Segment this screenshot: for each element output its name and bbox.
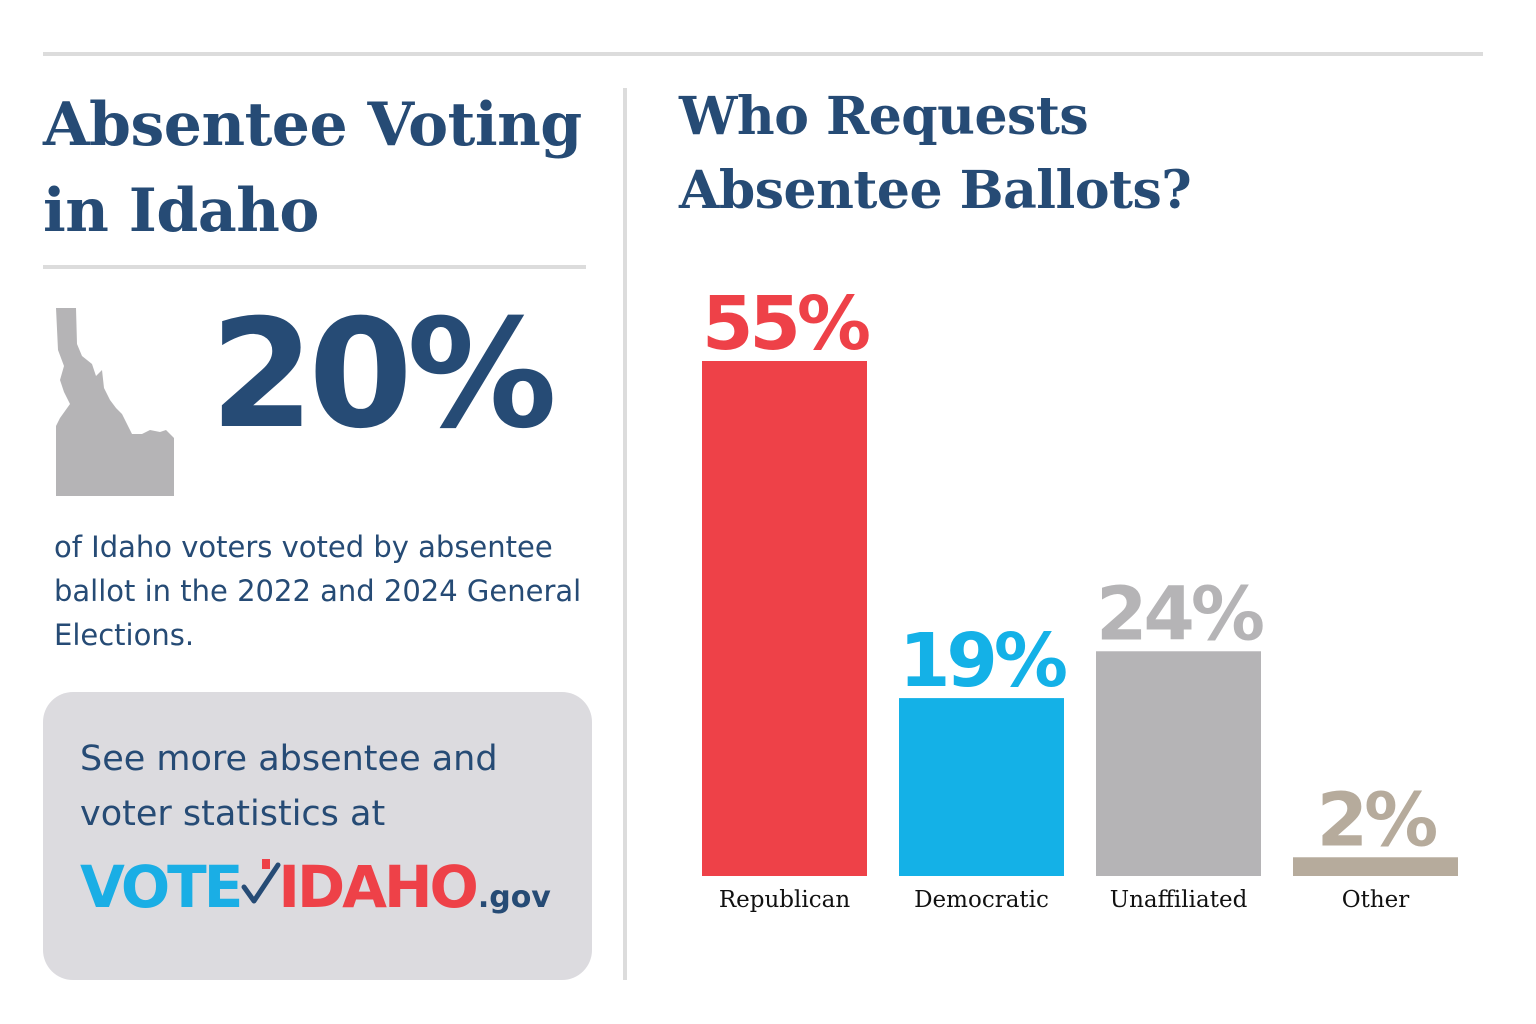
logo-vote-text: VOTE: [80, 853, 243, 921]
bar-unaffiliated: [1096, 651, 1261, 876]
page-title: Absentee Voting in Idaho: [43, 82, 603, 254]
value-label-democratic: 19%: [899, 618, 1066, 704]
chart-title-line-2: Absentee Ballots?: [679, 160, 1192, 221]
bar-other: [1293, 857, 1458, 876]
category-label-republican: Republican: [719, 887, 850, 913]
value-label-unaffiliated: 24%: [1096, 571, 1263, 657]
bar-republican: [702, 361, 867, 876]
title-line-1: Absentee Voting: [43, 90, 582, 160]
idaho-map-icon: [56, 308, 174, 496]
category-label-democratic: Democratic: [914, 887, 1049, 913]
value-label-republican: 55%: [702, 281, 869, 367]
title-line-2: in Idaho: [43, 176, 319, 246]
column-divider: [623, 88, 627, 980]
bar-democratic: [899, 698, 1064, 876]
logo-gov-text: .gov: [477, 880, 551, 915]
chart-title-line-1: Who Requests: [679, 86, 1089, 147]
cta-box: See more absentee and voter statistics a…: [43, 692, 592, 980]
voteidaho-logo[interactable]: VOTE IDAHO.gov: [80, 852, 551, 922]
stat-description: of Idaho voters voted by absentee ballot…: [54, 530, 582, 652]
absentee-share-stat: 20%: [210, 288, 557, 462]
checkmark-icon: [241, 859, 281, 904]
logo-idaho-text: IDAHO: [278, 853, 478, 921]
category-label-other: Other: [1342, 887, 1410, 913]
cta-text: See more absentee and voter statistics a…: [80, 739, 498, 834]
top-rule: [43, 52, 1483, 56]
category-label-unaffiliated: Unaffiliated: [1110, 887, 1248, 913]
title-rule: [43, 265, 586, 269]
value-label-other: 2%: [1317, 777, 1436, 863]
chart-title: Who Requests Absentee Ballots?: [679, 80, 1439, 228]
